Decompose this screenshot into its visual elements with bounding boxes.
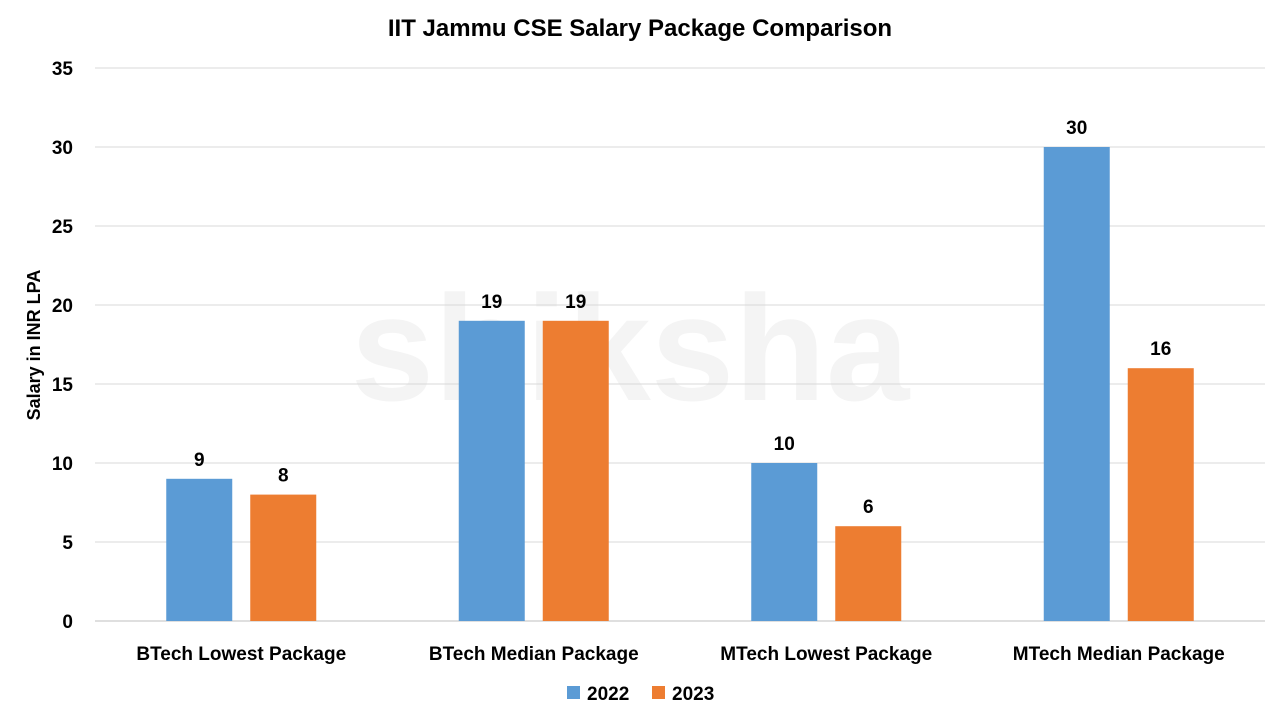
data-label: 9 [194,450,205,471]
x-tick-label: MTech Median Package [1013,644,1225,665]
data-label: 30 [1066,118,1087,139]
legend-swatch [567,686,580,699]
y-tick-label: 5 [62,533,73,554]
bar-2023 [1127,368,1194,621]
x-tick-label: BTech Median Package [429,644,639,665]
legend: 2022 2023 [567,684,714,705]
legend-swatch [652,686,665,699]
y-tick-label: 30 [52,138,73,159]
legend-label: 2022 [587,684,629,705]
data-label: 10 [774,434,795,455]
y-axis-label: Salary in INR LPA [24,270,44,421]
legend-label: 2023 [672,684,714,705]
y-tick-label: 35 [52,59,74,80]
bar-2023 [542,320,609,621]
bar-2023 [250,494,317,621]
bar-2022 [166,478,233,621]
watermark: shiksha [351,264,911,432]
x-tick-label: MTech Lowest Package [720,644,932,665]
y-tick-label: 15 [52,375,74,396]
y-tick-label: 10 [52,454,73,475]
y-tick-label: 0 [62,612,73,633]
y-tick-label: 25 [52,217,74,238]
data-label: 8 [278,466,289,487]
x-tick-label: BTech Lowest Package [136,644,346,665]
y-tick-label: 20 [52,296,73,317]
bar-2022 [751,463,818,621]
bar-2022 [1043,147,1110,621]
data-label: 6 [863,497,874,518]
data-label: 19 [565,292,586,313]
bar-2023 [835,526,902,621]
data-label: 19 [481,292,502,313]
data-label: 16 [1150,339,1171,360]
bar-2022 [458,320,525,621]
chart-title: IIT Jammu CSE Salary Package Comparison [388,15,892,42]
